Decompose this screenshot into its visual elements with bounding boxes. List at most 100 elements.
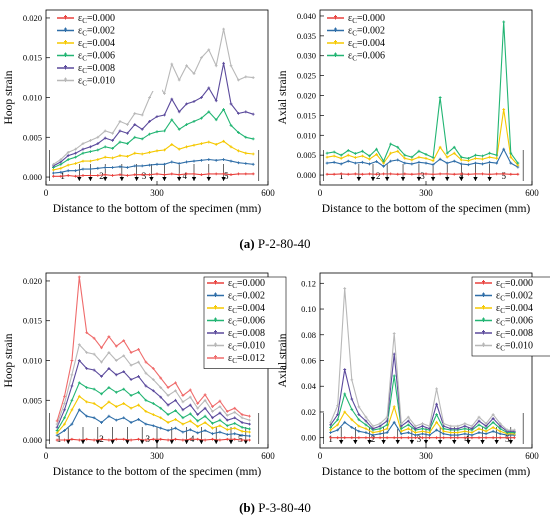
data-point — [96, 158, 100, 161]
data-point — [163, 148, 166, 152]
y-tick-label: 0.005 — [23, 132, 42, 142]
data-point — [214, 118, 218, 122]
data-point — [122, 370, 126, 374]
y-tick-label: 0.020 — [297, 91, 316, 101]
data-point — [122, 339, 126, 343]
data-point — [159, 426, 163, 430]
data-point — [392, 352, 396, 356]
legend-marker — [482, 292, 485, 297]
gauge-arrowhead — [367, 440, 372, 444]
data-point — [484, 422, 488, 425]
data-point — [66, 150, 70, 154]
data-point — [133, 123, 137, 126]
y-tick-label: 0.020 — [23, 276, 42, 286]
data-point — [449, 427, 453, 431]
data-point — [431, 156, 435, 159]
data-point — [177, 173, 181, 177]
gauge-arrowhead — [243, 440, 248, 444]
data-point — [148, 150, 151, 154]
gauge-arrowhead — [381, 440, 386, 444]
segment-label: 4 — [459, 171, 464, 181]
data-point — [385, 423, 389, 427]
data-point — [470, 424, 474, 428]
data-point — [353, 161, 357, 165]
data-point — [225, 437, 229, 441]
gauge-arrowhead — [95, 440, 100, 444]
data-point — [159, 406, 163, 410]
gauge-arrowhead — [88, 177, 93, 181]
data-point — [133, 112, 137, 115]
data-point — [403, 161, 407, 165]
data-point — [170, 118, 174, 122]
data-point — [240, 413, 244, 416]
y-tick-label: 0.035 — [297, 31, 316, 41]
data-point — [133, 164, 137, 168]
data-point — [325, 161, 329, 165]
data-point — [414, 424, 417, 428]
data-point — [177, 127, 181, 131]
data-point — [463, 432, 467, 436]
data-point — [329, 423, 332, 427]
data-point — [346, 148, 350, 152]
data-point — [222, 108, 225, 111]
data-point — [133, 135, 137, 139]
data-point — [392, 332, 396, 335]
data-point — [445, 172, 449, 176]
data-point — [129, 421, 133, 424]
data-point — [385, 415, 389, 419]
data-point — [66, 174, 70, 177]
y-axis-label: Hoop strain — [3, 70, 15, 124]
data-point — [89, 174, 92, 177]
data-point — [438, 145, 442, 149]
data-point — [137, 437, 140, 441]
y-tick-label: 0.010 — [23, 356, 42, 366]
data-point — [170, 172, 174, 176]
data-point — [248, 418, 251, 422]
y-axis-label: Axial strain — [277, 333, 289, 387]
data-point — [414, 427, 417, 431]
data-point — [103, 129, 107, 133]
data-point — [166, 421, 170, 424]
data-point — [403, 156, 407, 160]
y-tick-label: 0.10 — [301, 304, 316, 314]
y-tick-label: 0.005 — [23, 395, 42, 405]
data-point — [174, 417, 177, 421]
data-point — [137, 375, 140, 378]
data-point — [396, 172, 400, 176]
data-point — [396, 149, 400, 153]
data-point — [378, 422, 382, 425]
data-point — [196, 425, 200, 428]
data-point — [181, 416, 185, 420]
data-point — [122, 437, 126, 441]
x-tick-label: 600 — [525, 188, 539, 198]
data-point — [59, 174, 63, 178]
data-point — [502, 172, 506, 176]
data-point — [222, 27, 225, 31]
legend-entry: εC=0.012 — [228, 353, 265, 365]
data-point — [357, 418, 361, 422]
data-point — [166, 413, 170, 416]
data-point — [467, 172, 470, 176]
data-point — [463, 422, 467, 425]
legend-marker — [64, 15, 67, 20]
data-point — [200, 116, 203, 120]
data-point — [52, 168, 55, 172]
data-point — [185, 160, 188, 164]
gauge-arrowhead — [228, 440, 234, 444]
data-point — [225, 428, 229, 432]
data-point — [85, 414, 89, 418]
data-point — [375, 160, 378, 163]
gauge-arrowhead — [356, 177, 362, 181]
data-point — [399, 429, 403, 433]
data-point — [467, 163, 470, 167]
data-point — [364, 423, 368, 427]
data-point — [435, 436, 438, 440]
data-point — [81, 159, 85, 163]
x-axis-label: Distance to the bottom of the specimen (… — [53, 203, 262, 215]
data-point — [181, 422, 185, 426]
data-point — [399, 422, 403, 425]
data-point — [251, 76, 255, 80]
data-point — [181, 400, 185, 404]
data-point — [410, 172, 414, 176]
data-point — [140, 164, 144, 168]
